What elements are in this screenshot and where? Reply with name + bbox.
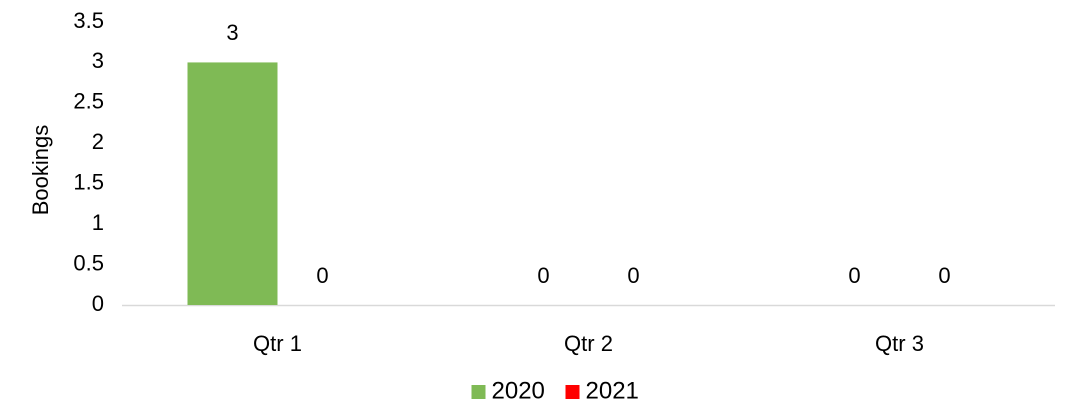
x-tick-label: Qtr 1 <box>253 331 302 356</box>
data-label: 0 <box>627 263 639 288</box>
data-labels: 3 0 0 0 0 0 <box>226 20 950 288</box>
legend-swatch-2021 <box>565 385 580 399</box>
bars <box>187 62 278 305</box>
data-label: 0 <box>848 263 860 288</box>
legend: 2020 2021 <box>471 377 639 404</box>
bar-2020-qtr-1 <box>187 62 278 305</box>
data-label: 3 <box>226 20 238 45</box>
y-tick-label: 2 <box>92 129 104 154</box>
x-tick-label: Qtr 2 <box>564 331 613 356</box>
y-tick-label: 0 <box>92 291 104 316</box>
legend-swatch-2020 <box>471 385 486 399</box>
y-tick-label: 2.5 <box>73 89 104 114</box>
data-label: 0 <box>938 263 950 288</box>
y-tick-label: 3 <box>92 48 104 73</box>
y-axis-label: Bookings <box>28 125 53 216</box>
y-tick-label: 0.5 <box>73 250 104 275</box>
legend-label: 2020 <box>492 377 545 404</box>
data-label: 0 <box>316 263 328 288</box>
data-label: 0 <box>537 263 549 288</box>
y-axis: 0 0.5 1 1.5 2 2.5 3 3.5 <box>73 8 104 316</box>
y-tick-label: 1 <box>92 210 104 235</box>
legend-label: 2021 <box>586 377 639 404</box>
y-tick-label: 1.5 <box>73 170 104 195</box>
y-tick-label: 3.5 <box>73 8 104 33</box>
x-axis: Qtr 1 Qtr 2 Qtr 3 <box>122 304 1055 356</box>
x-tick-label: Qtr 3 <box>875 331 924 356</box>
